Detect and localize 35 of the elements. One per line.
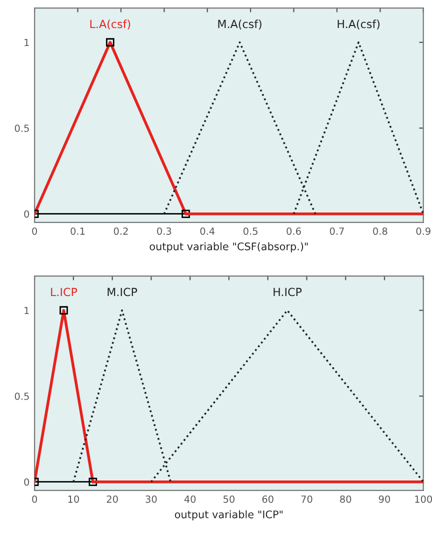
x-tick-label: 30: [146, 495, 157, 503]
x-tick-label: 0.4: [200, 227, 215, 235]
x-tick-label: 40: [184, 495, 196, 503]
y-tick-label: 0: [24, 210, 30, 218]
y-tick-label: 0.5: [14, 392, 29, 400]
x-tick-label: 20: [106, 495, 118, 503]
series-label: L.A(csf): [90, 20, 130, 30]
x-tick-label: 0.6: [286, 227, 301, 235]
x-tick-label: 0.1: [70, 227, 85, 235]
series-label: M.ICP: [108, 288, 138, 296]
series-label: L.ICP: [51, 288, 78, 296]
x-tick-label: 100: [415, 495, 432, 503]
x-tick-label: 70: [301, 495, 312, 503]
x-axis-title: output variable "CSF(absorp.)": [150, 242, 308, 252]
x-tick-label: 0.2: [114, 227, 128, 235]
y-tick-label: 1: [24, 38, 29, 46]
y-tick-label: 0.5: [14, 124, 29, 132]
y-tick-label: 1: [24, 306, 29, 314]
x-axis-title: output variable "ICP": [174, 510, 283, 520]
x-tick-label: 10: [68, 495, 79, 503]
x-tick-label: 0: [32, 227, 38, 235]
x-tick-label: 80: [340, 495, 352, 503]
x-tick-label: 0.9: [416, 227, 430, 235]
x-tick-label: 60: [262, 495, 274, 503]
x-tick-label: 0.8: [373, 227, 388, 235]
x-tick-label: 0.5: [243, 227, 258, 235]
series-label: H.ICP: [274, 288, 302, 296]
x-tick-label: 0.7: [330, 227, 344, 235]
x-tick-label: 50: [224, 495, 234, 503]
series-label: M.A(csf): [218, 20, 262, 30]
x-tick-label: 90: [378, 495, 390, 503]
x-tick-label: 0: [32, 495, 38, 503]
y-tick-label: 0: [24, 478, 30, 486]
x-tick-label: 0.3: [157, 227, 172, 235]
series-label: H.A(csf): [338, 20, 380, 30]
